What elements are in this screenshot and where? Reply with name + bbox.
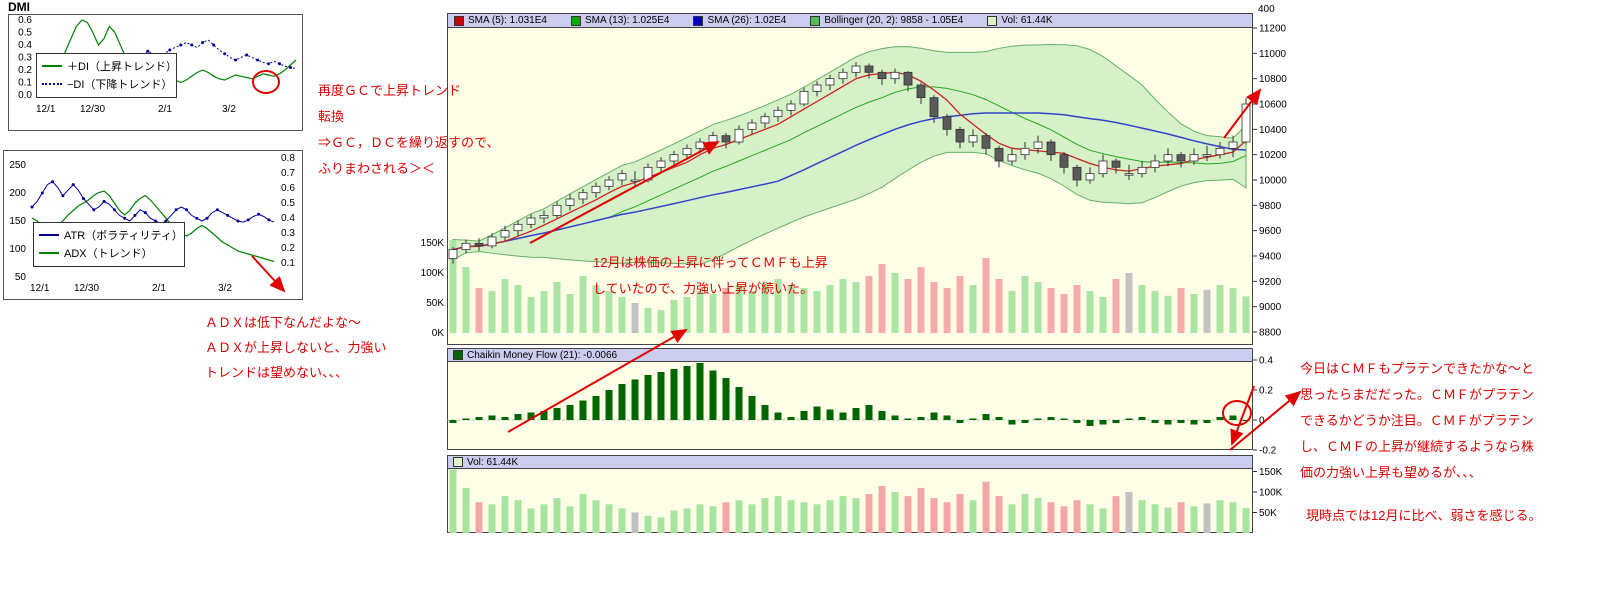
annotation-cmf-line3: できるかどうか注目。ＣＭＦがプラテン <box>1300 413 1534 428</box>
svg-text:0: 0 <box>1259 416 1265 427</box>
bollinger-legend-label: Bollinger (20, 2): 9858 - 1.05E4 <box>824 15 964 26</box>
svg-text:9000: 9000 <box>1259 302 1282 313</box>
svg-text:9400: 9400 <box>1259 252 1282 263</box>
svg-text:0K: 0K <box>432 328 445 339</box>
dmi-legend-box: ＋DI（上昇トレンド） −DI（下降トレンド） <box>36 53 177 98</box>
annotation-adx-block: ＡＤＸは低下なんだよな～ ＡＤＸが上昇しないと、力強い トレンドは望めない、、、 <box>205 310 386 385</box>
annotation-gc-line1: 再度ＧＣで上昇トレンド <box>318 83 462 98</box>
svg-text:9600: 9600 <box>1259 226 1282 237</box>
volume-panel-header: Vol: 61.44K <box>447 455 1253 469</box>
svg-text:50K: 50K <box>426 298 444 309</box>
legend-item-sma5: SMA (5): 1.031E4 <box>454 15 547 26</box>
atr-legend-adx: ADX（トレンド） <box>39 244 179 262</box>
annotation-gc-line4: ふりまわされる＞＜ <box>318 161 436 176</box>
svg-text:9200: 9200 <box>1259 277 1282 288</box>
annotation-gc-line3: ⇒ＧＣ，ＤＣを繰り返すので、 <box>318 135 500 150</box>
svg-text:9800: 9800 <box>1259 201 1282 212</box>
svg-text:150K: 150K <box>1259 467 1283 478</box>
cmf-chart-plot <box>447 362 1253 450</box>
volume-header-label: Vol: 61.44K <box>467 456 519 468</box>
annotation-cmf-line2: 思ったらまだだった。ＣＭＦがプラテン <box>1300 387 1535 402</box>
annotation-gc-line2: 転換 <box>318 109 345 124</box>
main-chart-legend-bar: SMA (5): 1.031E4 SMA (13): 1.025E4 SMA (… <box>447 13 1253 28</box>
svg-text:-0.2: -0.2 <box>1259 446 1277 457</box>
atr-line-sample-icon <box>39 234 59 236</box>
vol-legend-label: Vol: 61.44K <box>1001 15 1053 26</box>
legend-item-sma26: SMA (26): 1.02E4 <box>693 15 786 26</box>
svg-text:10200: 10200 <box>1259 150 1287 161</box>
dmi-panel-title: DMI <box>8 0 30 14</box>
volume-chart-plot <box>447 469 1253 533</box>
sma5-legend-label: SMA (5): 1.031E4 <box>468 15 547 26</box>
annotation-adx-line3: トレンドは望めない、、、 <box>205 365 349 380</box>
dmi-legend-plus-di: ＋DI（上昇トレンド） <box>42 57 177 75</box>
sma5-color-swatch <box>454 15 464 26</box>
svg-text:150K: 150K <box>421 238 445 249</box>
legend-item-sma13: SMA (13): 1.025E4 <box>570 15 670 26</box>
sma13-color-swatch <box>570 15 581 26</box>
svg-text:10800: 10800 <box>1259 74 1287 85</box>
svg-text:0.4: 0.4 <box>1259 356 1273 367</box>
annotation-cmf-block: 今日はＣＭＦもプラテンできたかな～と 思ったらまだだった。ＣＭＦがプラテン でき… <box>1300 356 1534 486</box>
annotation-weakness-line: 現時点では12月に比べ、弱さを感じる。 <box>1306 508 1542 523</box>
svg-text:10000: 10000 <box>1259 176 1287 187</box>
dmi-legend-minus-di: −DI（下降トレンド） <box>42 75 173 93</box>
annotation-december-block: 12月は株価の上昇に伴ってＣＭＦも上昇 していたので、力強い上昇が続いた。 <box>593 250 828 302</box>
minus-di-label: −DI（下降トレンド） <box>67 79 173 91</box>
legend-item-vol: Vol: 61.44K <box>987 15 1053 26</box>
price-chart-plot <box>447 28 1253 345</box>
sma26-legend-label: SMA (26): 1.02E4 <box>707 15 787 26</box>
svg-text:10400: 10400 <box>1259 125 1287 136</box>
svg-text:400: 400 <box>1258 4 1275 15</box>
annotation-cmf-line4: し、ＣＭＦの上昇が継続するようなら株 <box>1300 439 1535 454</box>
bollinger-color-swatch <box>810 15 821 26</box>
adx-line-sample-icon <box>39 252 59 254</box>
legend-item-bollinger: Bollinger (20, 2): 9858 - 1.05E4 <box>810 15 963 26</box>
cmf-panel-header: Chaikin Money Flow (21): -0.0066 <box>447 348 1253 362</box>
annotation-cmf-line1: 今日はＣＭＦもプラテンできたかな～と <box>1300 361 1535 376</box>
sma26-color-swatch <box>693 15 704 26</box>
vol-color-swatch <box>987 15 998 26</box>
annotation-adx-line1: ＡＤＸは低下なんだよな～ <box>205 315 362 330</box>
annotation-december-line1: 12月は株価の上昇に伴ってＣＭＦも上昇 <box>593 255 828 270</box>
adx-label: ADX（トレンド） <box>64 248 153 260</box>
svg-text:100K: 100K <box>1259 488 1283 499</box>
minus-di-line-sample-icon <box>42 83 62 85</box>
annotation-cmf-line5: 価の力強い上昇も望めるが、、、 <box>1300 465 1482 480</box>
annotation-weakness-block: 現時点では12月に比べ、弱さを感じる。 <box>1306 503 1541 529</box>
annotation-gc-block: 再度ＧＣで上昇トレンド 転換 ⇒ＧＣ，ＤＣを繰り返すので、 ふりまわされる＞＜ <box>318 78 499 182</box>
svg-text:0.2: 0.2 <box>1259 386 1273 397</box>
atr-label: ATR（ボラティリティ） <box>64 230 183 242</box>
plus-di-label: ＋DI（上昇トレンド） <box>67 61 177 73</box>
cmf-color-swatch <box>453 350 463 360</box>
svg-text:11000: 11000 <box>1259 49 1287 60</box>
volume-color-swatch <box>453 457 463 467</box>
svg-text:100K: 100K <box>421 268 445 279</box>
svg-text:11200: 11200 <box>1259 24 1287 35</box>
atr-legend-box: ATR（ボラティリティ） ADX（トレンド） <box>33 222 185 267</box>
sma13-legend-label: SMA (13): 1.025E4 <box>584 15 670 26</box>
annotation-adx-line2: ＡＤＸが上昇しないと、力強い <box>205 340 387 355</box>
svg-text:8800: 8800 <box>1259 328 1282 339</box>
annotation-december-line2: していたので、力強い上昇が続いた。 <box>593 281 814 296</box>
cmf-header-label: Chaikin Money Flow (21): -0.0066 <box>467 349 618 361</box>
atr-legend-atr: ATR（ボラティリティ） <box>39 226 183 244</box>
svg-text:10600: 10600 <box>1259 100 1287 111</box>
plus-di-line-sample-icon <box>42 65 62 67</box>
svg-text:50K: 50K <box>1259 508 1277 519</box>
